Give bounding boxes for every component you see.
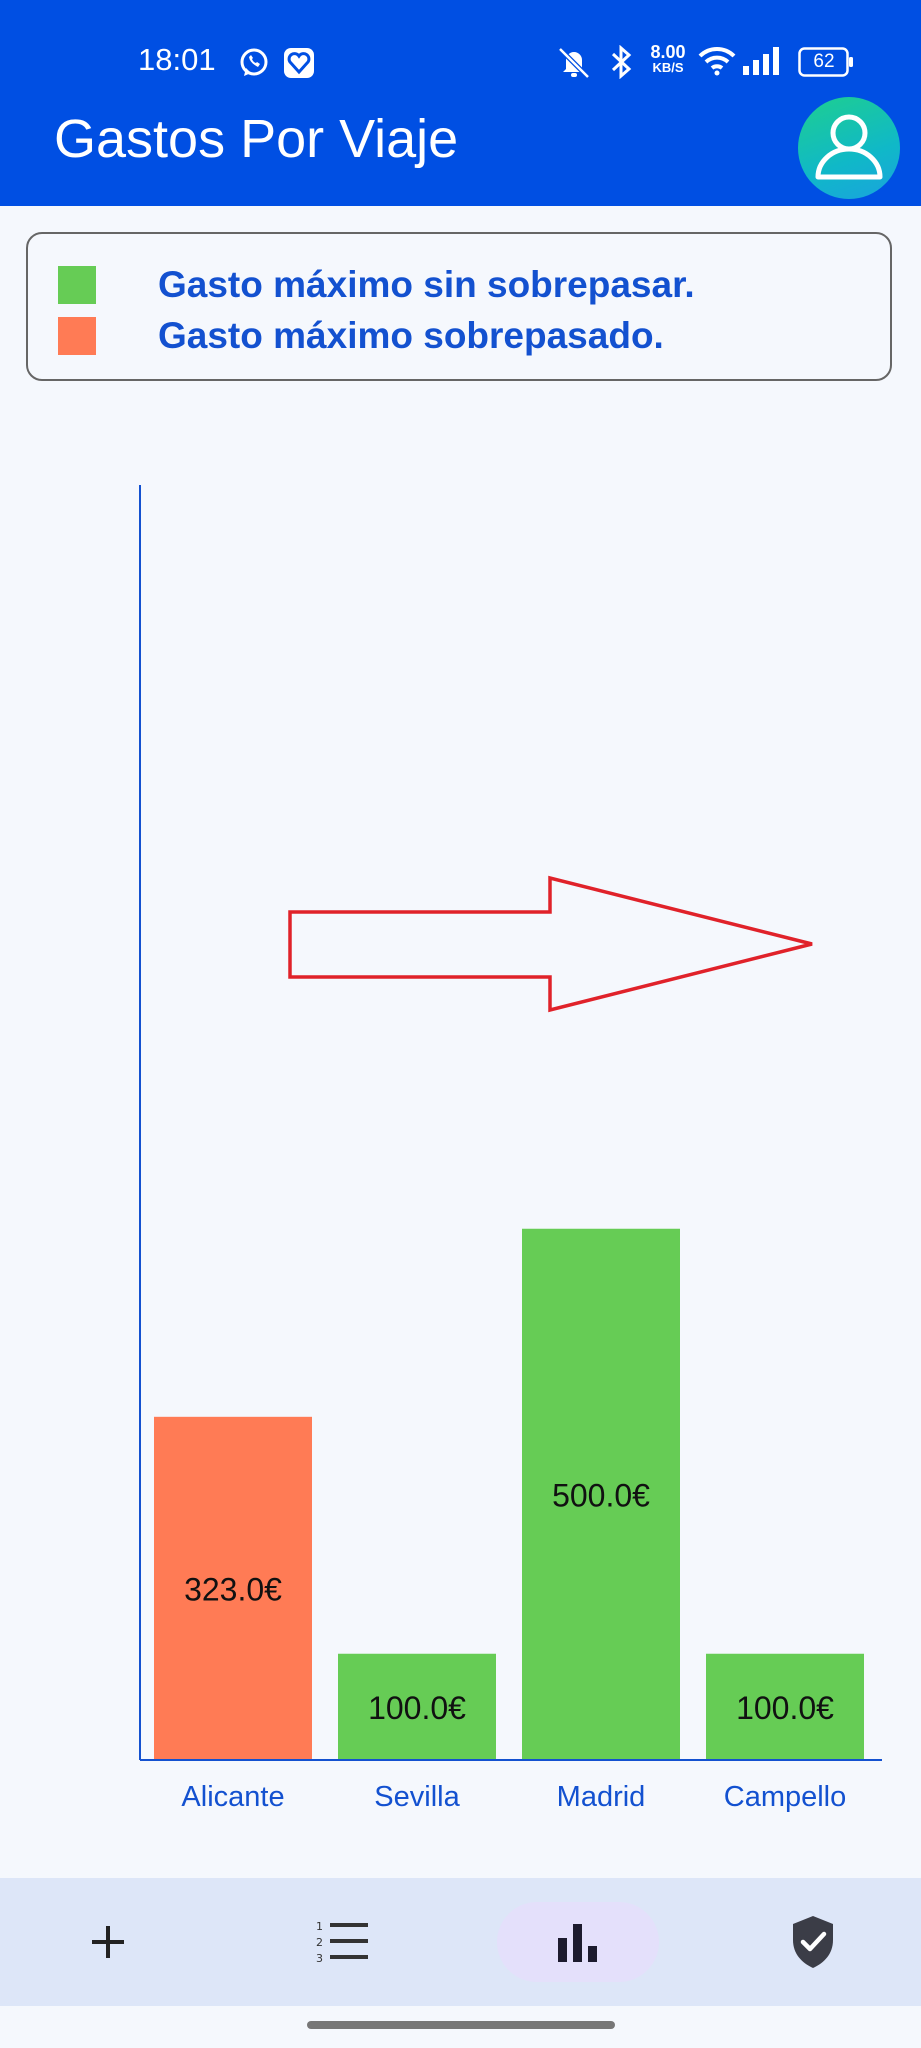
bluetooth-icon	[611, 45, 632, 79]
list-icon: 1 2 3	[316, 1920, 368, 1964]
legend-swatch	[58, 317, 96, 355]
bottom-navigation: 1 2 3	[0, 1878, 921, 2006]
nav-shield[interactable]	[733, 1878, 893, 2006]
net-speed-value: 8.00	[650, 42, 686, 62]
battery-icon	[798, 47, 853, 77]
battery-level: 62	[813, 51, 835, 72]
shield-check-icon	[793, 1916, 833, 1968]
home-indicator[interactable]	[307, 2021, 615, 2029]
nav-add[interactable]	[28, 1878, 188, 2006]
status-bar: 18:01 8.00 KB/S 62	[0, 0, 921, 110]
bar-value-label: 100.0€	[736, 1690, 834, 1726]
user-icon	[815, 114, 883, 180]
bar-chart-icon	[558, 1924, 597, 1962]
status-time: 18:01	[138, 42, 216, 77]
page-title: Gastos Por Viaje	[54, 109, 459, 169]
bar-sevilla	[338, 1653, 496, 1760]
signal-icon	[743, 47, 779, 75]
x-tick-label: Sevilla	[374, 1781, 460, 1813]
legend-swatch	[58, 266, 96, 304]
svg-text:1: 1	[316, 1920, 323, 1933]
red-arrow-annotation	[288, 875, 813, 1013]
svg-text:2: 2	[316, 1936, 323, 1949]
bar-madrid	[522, 1228, 680, 1760]
whatsapp-icon	[240, 48, 268, 76]
bar-alicante	[154, 1416, 312, 1760]
wifi-icon	[698, 46, 736, 76]
net-speed: 8.00 KB/S	[646, 42, 690, 76]
x-tick-label: Alicante	[181, 1781, 284, 1813]
net-speed-unit: KB/S	[652, 60, 684, 75]
nav-chart[interactable]	[498, 1878, 658, 2006]
plus-icon	[92, 1926, 124, 1958]
bar-value-label: 100.0€	[368, 1690, 466, 1726]
heart-app-icon	[284, 48, 314, 78]
bar-value-label: 323.0€	[184, 1571, 282, 1607]
avatar[interactable]	[798, 97, 900, 199]
bar-value-label: 500.0€	[552, 1477, 650, 1513]
mute-icon	[558, 47, 590, 79]
app-bar: Gastos Por Viaje	[0, 97, 921, 206]
nav-list[interactable]: 1 2 3	[263, 1878, 423, 2006]
bar-campello	[706, 1653, 864, 1760]
svg-text:3: 3	[316, 1952, 323, 1964]
legend-label: Gasto máximo sin sobrepasar.	[158, 264, 695, 305]
legend-label: Gasto máximo sobrepasado.	[158, 315, 664, 356]
bar-chart: 323.0€ 100.0€ 500.0€ 100.0€ Alicante Sevilla…	[139, 485, 882, 1813]
x-tick-label: Madrid	[557, 1781, 646, 1813]
chart-legend: Gasto máximo sin sobrepasar. Gasto máxim…	[26, 232, 892, 381]
x-tick-label: Campello	[724, 1781, 847, 1813]
